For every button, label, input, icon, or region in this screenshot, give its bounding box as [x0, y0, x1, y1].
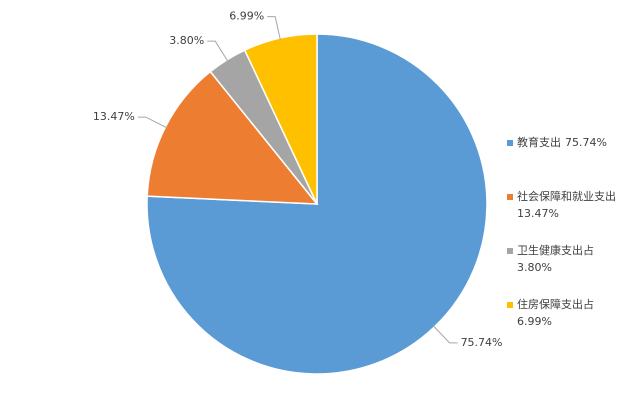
legend-swatch	[507, 302, 513, 308]
legend-value: 6.99%	[517, 315, 552, 328]
legend-label: 卫生健康支出占	[517, 243, 594, 257]
leader-line	[432, 325, 458, 344]
data-label: 75.74%	[461, 336, 503, 349]
legend-label: 住房保障支出占	[517, 297, 594, 311]
legend-swatch	[507, 248, 513, 254]
legend-swatch	[507, 140, 513, 146]
legend-swatch	[507, 194, 513, 200]
legend-label: 教育支出	[517, 135, 561, 149]
legend-value: 3.80%	[517, 261, 552, 274]
legend-value: 13.47%	[517, 207, 559, 220]
data-label: 3.80%	[169, 34, 204, 47]
data-label: 13.47%	[93, 110, 135, 123]
data-label: 6.99%	[229, 10, 264, 23]
legend-label: 社会保障和就业支出	[517, 189, 616, 203]
leader-line	[207, 40, 229, 62]
leader-line	[267, 16, 281, 41]
leader-line	[137, 116, 168, 129]
legend-value: 75.74%	[565, 136, 607, 149]
